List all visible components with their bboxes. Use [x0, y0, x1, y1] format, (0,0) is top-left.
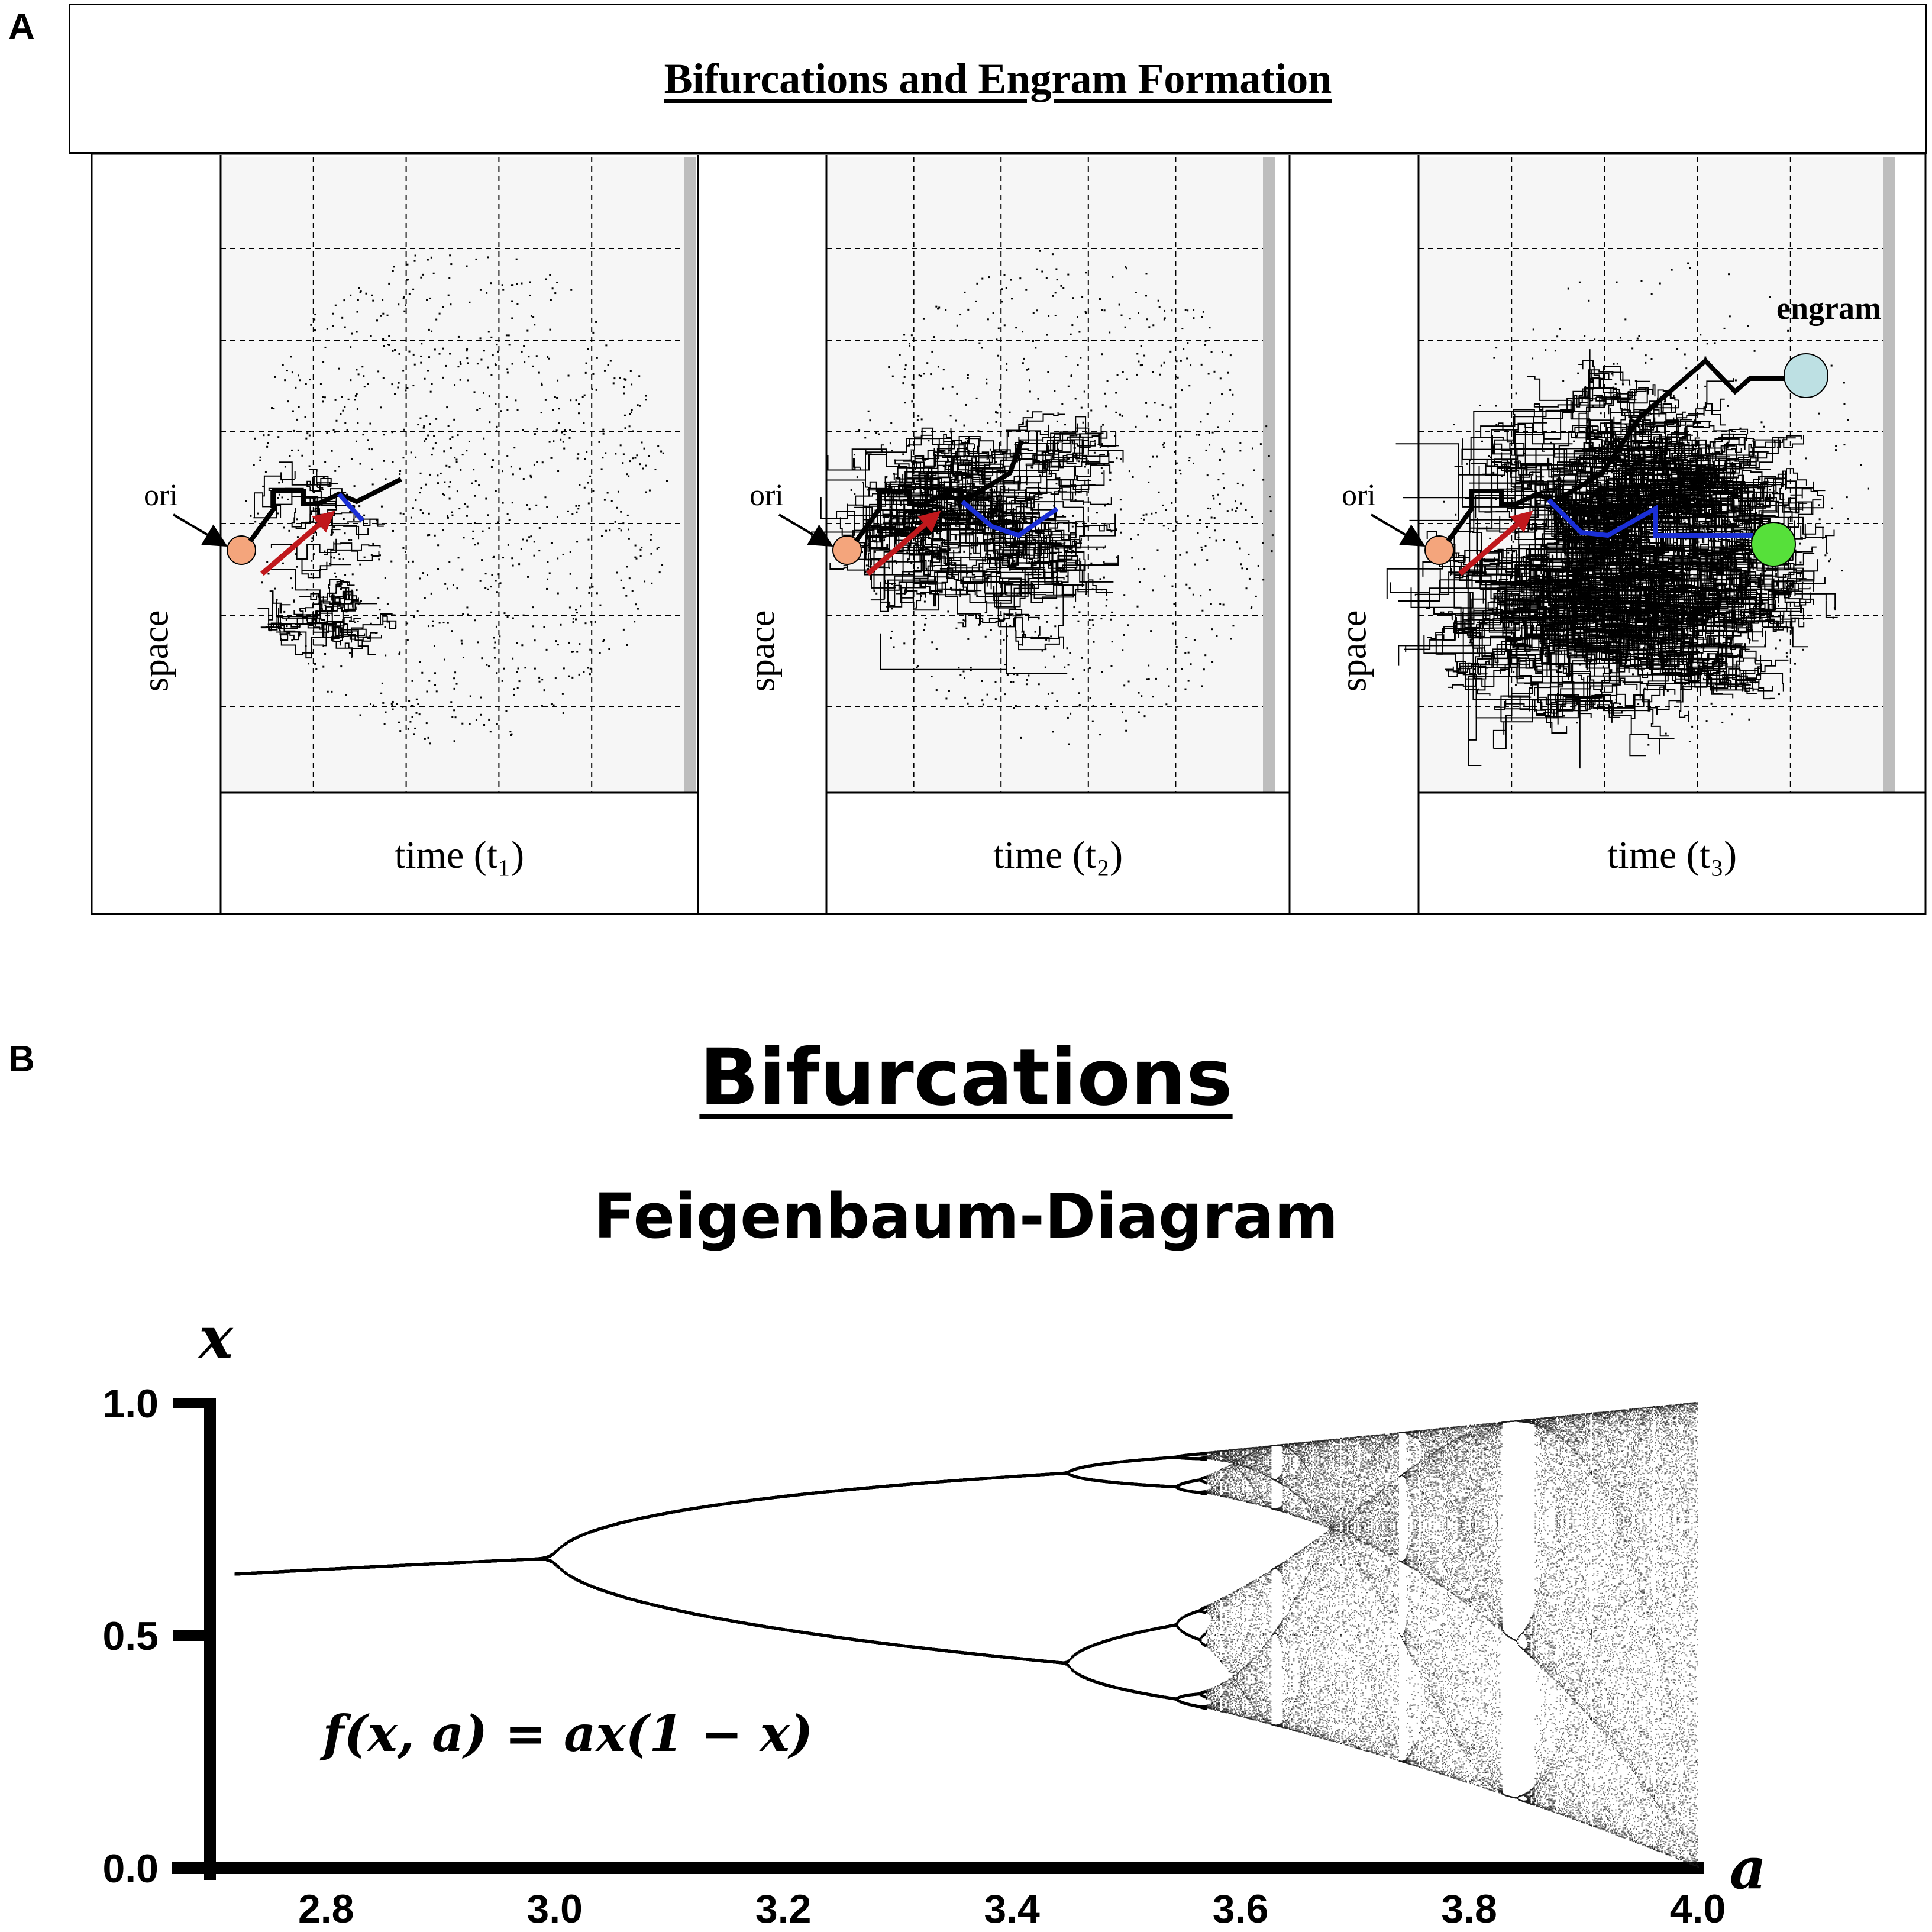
origin-label: ori [749, 478, 784, 513]
engram-label: engram [1776, 290, 1881, 327]
origin-pointer-arrow [173, 515, 224, 544]
space-axis-label: space [135, 580, 177, 722]
panel-a-figure [0, 0, 1932, 923]
x-tick-label: 3.0 [526, 1886, 583, 1931]
y-tick-label: 0.5 [102, 1614, 159, 1659]
space-axis-label: space [741, 580, 783, 722]
bifurcation-points [235, 1402, 1699, 1868]
plot-edge-bar [1883, 157, 1895, 793]
subpanel-3 [1290, 155, 1925, 914]
plot-edge-bar [684, 157, 696, 793]
y-axis-label: x [198, 1304, 234, 1371]
space-axis-label: space [1333, 580, 1375, 722]
y-tick-label: 1.0 [102, 1381, 159, 1426]
x-tick-label: 3.4 [984, 1886, 1040, 1931]
logistic-equation: f(x, a) = ax(1 − x) [320, 1704, 813, 1763]
time-axis-label-1: time (t₁) [221, 833, 698, 878]
x-tick-label: 3.6 [1213, 1886, 1269, 1931]
x-tick-label: 4.0 [1670, 1886, 1726, 1931]
plot-edge-bar [1263, 157, 1275, 793]
x-tick-label: 3.2 [755, 1886, 812, 1931]
y-tick-label: 0.0 [102, 1846, 159, 1891]
subpanel-1 [173, 155, 698, 914]
origin-pointer-arrow [1371, 515, 1421, 544]
origin-label: ori [1342, 478, 1376, 513]
panel-b-subtitle: Feigenbaum-Diagram [0, 1180, 1932, 1252]
time-axis-label-2: time (t₂) [826, 833, 1290, 878]
bifurcation-chart: 0.0 0.5 1.0 2.8 3.0 3.2 3.4 3.6 3.8 4.0a x f(x, a) … [0, 1301, 1932, 1932]
origin-label: ori [144, 478, 178, 513]
engram-node-green [1752, 522, 1795, 566]
engram-node-cyan [1784, 354, 1828, 398]
x-tick-label: 3.8 [1441, 1886, 1497, 1931]
x-axis-label: a [1730, 1835, 1766, 1902]
panel-b-title: Bifurcations [699, 1032, 1232, 1123]
plot-area [222, 157, 696, 793]
time-axis-label-3: time (t₃) [1419, 833, 1925, 878]
x-tick-label: 2.8 [298, 1886, 354, 1931]
subpanel-2 [698, 155, 1290, 914]
